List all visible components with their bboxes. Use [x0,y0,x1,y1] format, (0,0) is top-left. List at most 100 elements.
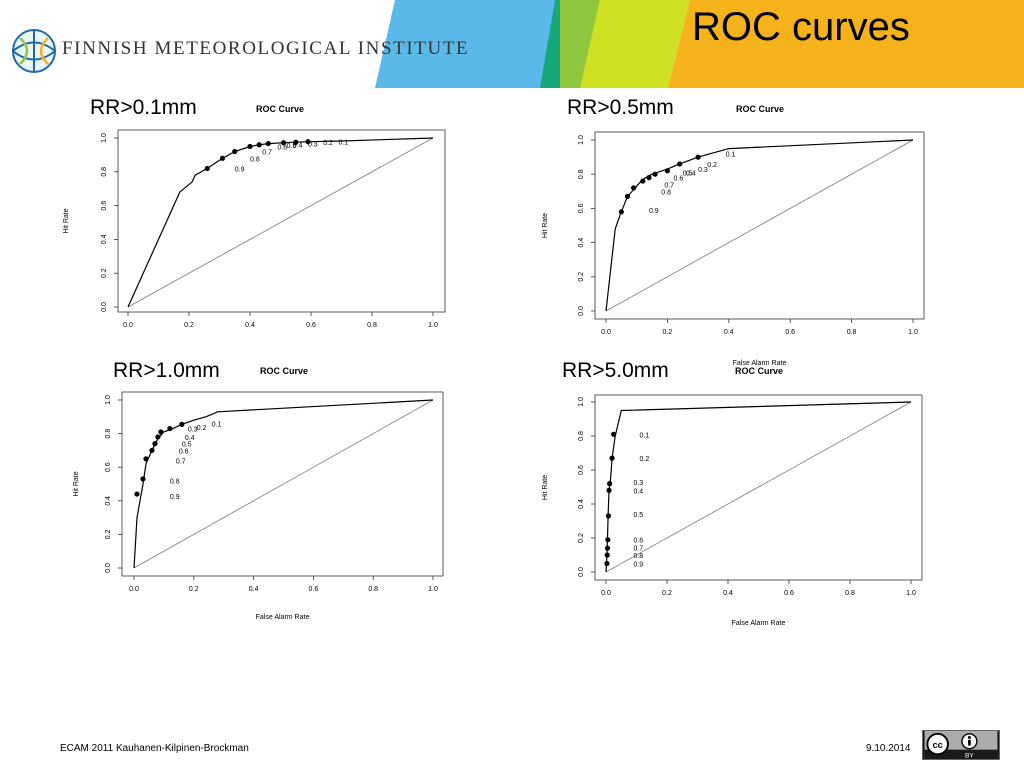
threshold-label: 0.8 [661,189,671,196]
threshold-point [664,168,670,174]
threshold-label: 0.2 [707,162,717,169]
banner-blue-band [375,0,560,88]
threshold-point [631,185,637,191]
y-tick-label: 0.2 [105,529,112,539]
threshold-label: 0.6 [674,176,684,183]
threshold-label: 0.8 [633,553,643,560]
threshold-label: 0.2 [323,140,333,147]
y-tick-label: 0.0 [578,306,585,316]
roc-curve-line [133,399,434,569]
roc-chart-rr-1-0mm: ROC Curve0.00.00.20.20.40.40.60.60.80.81… [73,366,444,621]
globe-logo-icon [12,29,56,73]
plot-frame [594,394,923,581]
chart-title: ROC Curve [735,366,783,376]
threshold-point [179,421,185,427]
threshold-label: 0.5 [287,143,297,150]
threshold-label: 0.6 [179,448,189,455]
cc-by-license-icon[interactable]: cc BY [922,730,1000,760]
threshold-label: 0.6 [633,538,643,545]
threshold-label: 0.9 [649,208,659,215]
y-tick-label: 0.4 [578,238,585,248]
threshold-label: 0.2 [197,425,207,432]
plot-frame [117,129,446,313]
y-tick-label: 0.8 [578,431,585,441]
y-axis-label: Hit Rate [73,471,80,496]
threshold-label: 0.9 [170,494,180,501]
threshold-label: 0.2 [640,456,650,463]
x-tick-label: 0.6 [785,329,795,336]
roc-chart-rr-5-0mm: ROC Curve 0.0 0.0 0.2 0.2 0.4 0.4 0.6 0.6 0.8 0.8 1… [542,366,923,627]
threshold-point [609,455,615,461]
svg-text:cc: cc [932,740,942,750]
banner-lime-band [580,0,690,88]
x-tick-label: 0.4 [249,586,259,593]
x-tick-label: 0.6 [784,590,794,597]
y-tick-label: 0.6 [105,462,112,472]
threshold-point [134,491,140,497]
y-tick-label: 0.0 [101,302,108,312]
threshold-point [155,434,161,440]
threshold-label: 0.6 [277,144,287,151]
y-tick-label: 0.0 [105,563,112,573]
threshold-label: 0.9 [235,166,245,173]
threshold-label: 0.8 [250,156,260,163]
threshold-label: 0.7 [633,545,643,552]
x-tick-label: 0.2 [663,329,673,336]
x-tick-label: 0.2 [662,590,672,597]
threshold-point [152,441,158,447]
threshold-point [646,175,652,181]
threshold-label: 0.3 [633,480,643,487]
x-tick-label: 1.0 [428,586,438,593]
threshold-point [247,143,253,150]
threshold-label: 0.4 [633,488,643,495]
x-tick-label: 0.2 [189,586,199,593]
x-tick-label: 0.0 [601,329,611,336]
x-axis-label: False Alarm Rate [733,360,787,367]
diagonal-reference-line [127,137,434,308]
y-tick-label: 0.8 [101,167,108,177]
x-tick-label: 0.0 [601,590,611,597]
slide-title: ROC curves [692,5,910,49]
threshold-point [606,487,612,493]
diagonal-reference-line [605,401,912,573]
threshold-point [604,552,610,558]
threshold-point [158,429,164,435]
x-tick-label: 0.6 [309,586,319,593]
roc-chart-rr-0-1mm: ROC Curve 0.0 0.0 0.2 0.2 0.4 0.4 0.6 0.6 0.8 0.8 1… [63,104,446,329]
threshold-label: 0.4 [185,435,195,442]
threshold-point [293,139,299,145]
y-tick-label: 1.0 [101,133,108,143]
footer-credit: ECAM 2011 Kauhanen-Kilpinen-Brockman [60,743,249,754]
y-tick-label: 0.0 [578,567,585,577]
x-tick-label: 0.4 [724,329,734,336]
org-name: FINNISH METEOROLOGICAL INSTITUTE [62,38,470,59]
y-axis-label: Hit Rate [542,213,549,238]
x-tick-label: 0.8 [845,590,855,597]
slide-header: FINNISH METEOROLOGICAL INSTITUTE ROC cur… [0,0,1024,88]
x-tick-label: 0.8 [367,322,377,329]
x-tick-label: 0.8 [368,586,378,593]
y-tick-label: 0.8 [578,169,585,179]
threshold-label: 0.7 [176,458,186,465]
y-tick-label: 0.4 [101,234,108,244]
x-axis-label: False Alarm Rate [732,620,786,627]
y-tick-label: 0.8 [105,429,112,439]
x-axis-label: False Alarm Rate [256,614,310,621]
threshold-point [607,481,613,487]
threshold-label: 0.1 [726,152,736,159]
threshold-point [652,171,658,177]
panel-label-3: RR>1.0mm [113,359,220,382]
panel-label-2: RR>0.5mm [567,96,674,119]
threshold-point [256,142,262,148]
threshold-label: 0.5 [683,170,693,177]
chart-title: ROC Curve [260,366,308,376]
cc-by-label: BY [965,753,974,760]
threshold-label: 0.3 [698,167,708,174]
x-tick-label: 1.0 [906,590,916,597]
y-tick-label: 1.0 [105,395,112,405]
threshold-point [604,545,611,551]
header-banner [375,0,1024,88]
threshold-point [140,476,146,482]
x-tick-label: 0.2 [184,322,194,329]
roc-chart-rr-0-5mm: ROC Curve0.00.00.20.20.40.40.60.60.80.81… [542,104,925,367]
